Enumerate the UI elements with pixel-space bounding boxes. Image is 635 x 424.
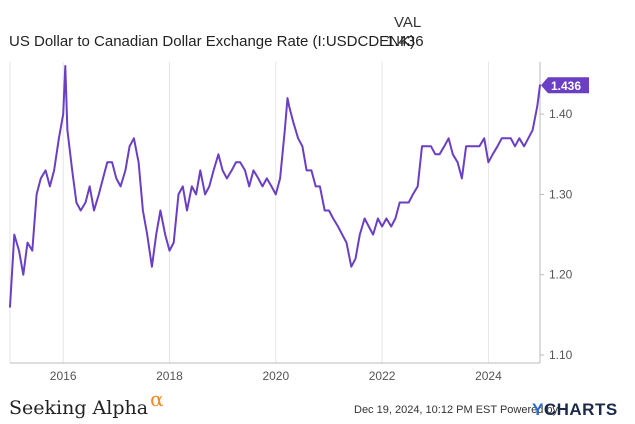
x-tick-label-2018: 2018 [156,369,183,383]
chart-tick-labels: 2016 2018 2020 2022 2024 1.10 1.20 1.30 1.40 [50,107,573,383]
footer-timestamp: Dec 19, 2024, 10:12 PM EST [354,404,497,416]
chart-grid [62,62,489,363]
seeking-alpha-logo: Seeking Alpha α [9,387,164,419]
chart-series [9,65,541,308]
footer-powered-by: Powered by [499,404,559,416]
series-line-usdcad [9,65,541,308]
y-tick-label-1.20: 1.20 [549,268,573,282]
y-tick-label-1.40: 1.40 [549,107,573,121]
series-name-label: US Dollar to Canadian Dollar Exchange Ra… [9,33,415,50]
y-tick-label-1.10: 1.10 [549,348,573,362]
x-tick-label-2020: 2020 [262,369,289,383]
x-tick-label-2022: 2022 [369,369,396,383]
ycharts-logo: YCHARTS [532,400,618,420]
series-value-label: 1.436 [386,33,424,50]
brand-name: Seeking Alpha [9,397,149,419]
ycharts-logo-text: CHARTS [543,400,618,419]
x-tick-label-2016: 2016 [50,369,77,383]
footer-meta: Dec 19, 2024, 10:12 PM EST Powered by [354,404,558,416]
last-value-badge-shape [541,77,589,94]
last-value-badge: 1.436 [541,77,589,94]
x-tick-label-2024: 2024 [475,369,502,383]
last-value-badge-label: 1.436 [551,79,581,93]
chart-axes [9,62,544,364]
column-header-val: VAL [394,14,422,31]
ycharts-logo-y: Y [532,400,544,419]
alpha-icon: α [150,387,164,411]
y-tick-label-1.30: 1.30 [549,187,573,201]
